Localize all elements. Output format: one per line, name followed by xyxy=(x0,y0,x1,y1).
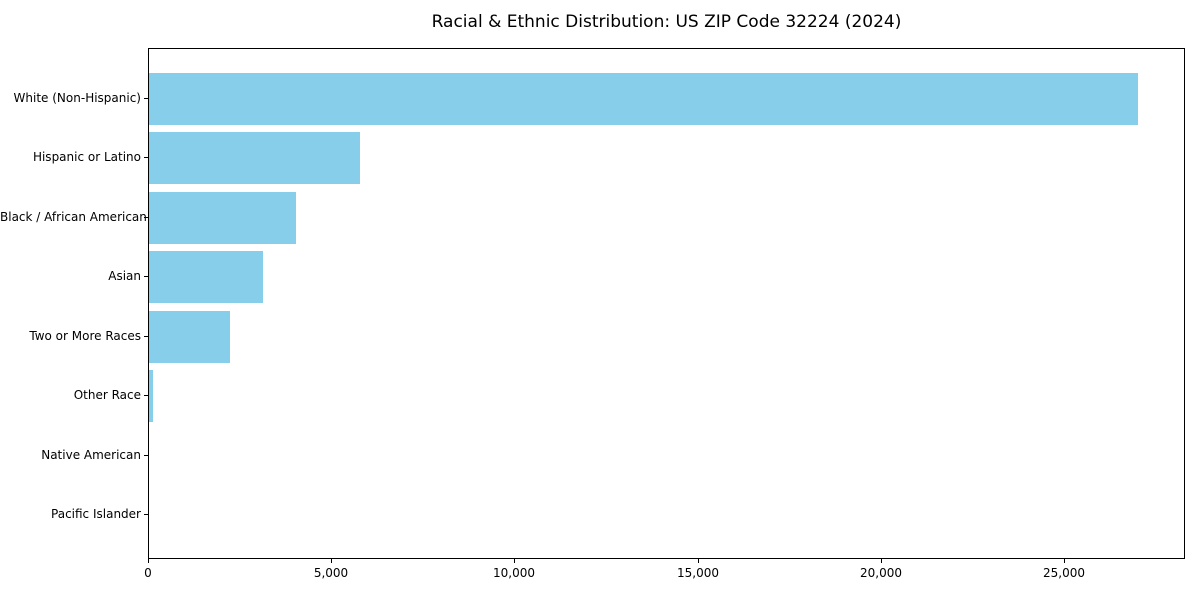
y-tick-mark xyxy=(144,514,148,515)
x-tick-mark xyxy=(514,559,515,563)
y-tick-label: Asian xyxy=(108,269,141,283)
y-tick-mark xyxy=(144,336,148,337)
bar xyxy=(149,251,263,303)
x-tick-mark xyxy=(698,559,699,563)
x-tick-mark xyxy=(881,559,882,563)
bar xyxy=(149,72,1138,125)
x-tick-label: 15,000 xyxy=(677,566,719,580)
y-tick-label: Black / African American xyxy=(0,210,147,224)
y-tick-mark xyxy=(144,157,148,158)
y-tick-label: Two or More Races xyxy=(29,329,141,343)
x-tick-label: 5,000 xyxy=(313,566,349,580)
chart-title: Racial & Ethnic Distribution: US ZIP Cod… xyxy=(431,12,902,32)
x-tick-label: 25,000 xyxy=(1043,566,1085,580)
y-tick-label: Pacific Islander xyxy=(51,507,141,521)
x-tick-mark xyxy=(148,559,149,563)
bar xyxy=(149,191,296,244)
y-tick-mark xyxy=(144,276,148,277)
y-tick-label: Other Race xyxy=(73,388,141,402)
y-tick-label: Hispanic or Latino xyxy=(32,150,141,164)
x-tick-label: 10,000 xyxy=(493,566,535,580)
y-tick-mark xyxy=(144,395,148,396)
bar xyxy=(149,310,230,363)
bar xyxy=(149,370,153,422)
x-tick-label: 20,000 xyxy=(860,566,902,580)
bar xyxy=(149,132,360,184)
plot-area xyxy=(148,48,1185,559)
x-tick-mark xyxy=(1064,559,1065,563)
y-tick-mark xyxy=(144,217,148,218)
y-tick-mark xyxy=(144,455,148,456)
x-tick-mark xyxy=(331,559,332,563)
y-tick-mark xyxy=(144,98,148,99)
x-tick-label: 0 xyxy=(144,566,152,580)
y-tick-label: Native American xyxy=(41,448,141,462)
y-tick-label: White (Non-Hispanic) xyxy=(13,91,141,105)
